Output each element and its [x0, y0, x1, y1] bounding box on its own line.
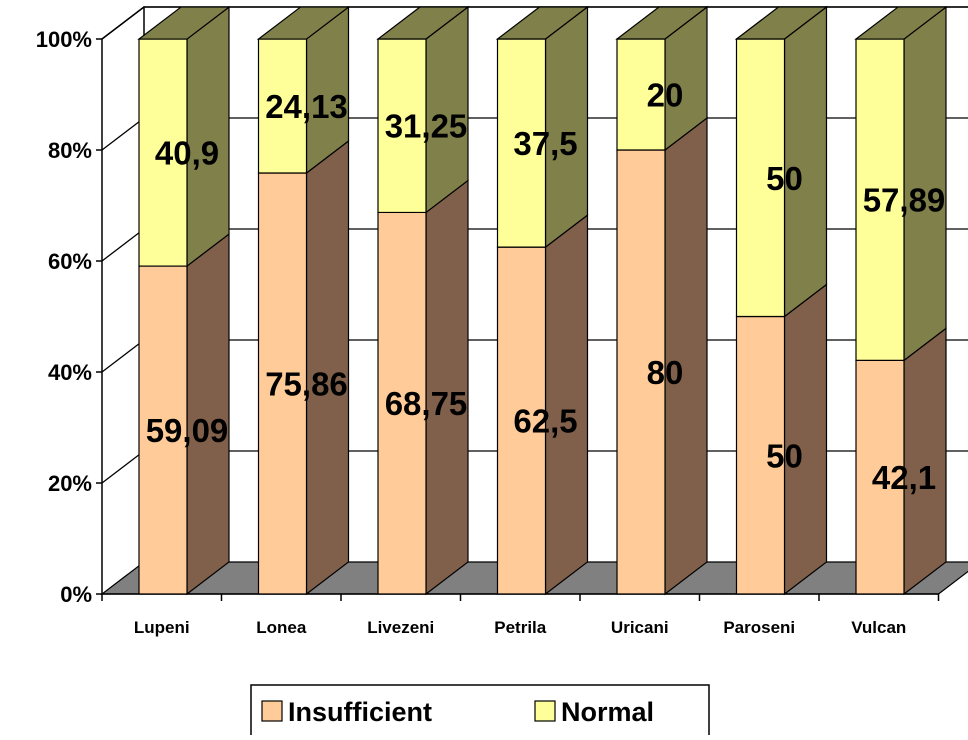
data-labels: 59,09 40,9 75,86 24,13 68,75 31,25 62,5 37,5 80 2…	[146, 77, 946, 497]
data-label: 37,5	[513, 125, 577, 162]
data-label: 42,1	[872, 459, 936, 496]
legend-label: Normal	[561, 697, 654, 727]
y-tick-label: 20%	[48, 471, 92, 496]
data-label: 31,25	[385, 108, 468, 145]
data-label: 20	[647, 77, 684, 114]
data-label: 57,89	[863, 182, 946, 219]
x-tick-label: Paroseni	[723, 618, 795, 637]
bar-top	[495, 6, 590, 40]
data-label: 80	[647, 354, 684, 391]
x-tick-label: Lupeni	[134, 618, 190, 637]
y-tick-label: 100%	[36, 27, 92, 52]
data-label: 40,9	[155, 135, 219, 172]
y-tick-label: 60%	[48, 249, 92, 274]
bar-top	[734, 6, 829, 40]
bar-top	[376, 6, 470, 40]
bar-top	[615, 6, 709, 40]
x-tick-label: Livezeni	[367, 618, 434, 637]
data-label: 50	[766, 437, 803, 474]
legend-label: Insufficient	[288, 697, 432, 727]
x-tick-label: Petrila	[494, 618, 547, 637]
y-tick-label: 80%	[48, 138, 92, 163]
data-label: 75,86	[265, 365, 348, 402]
x-tick-label: Vulcan	[851, 618, 906, 637]
legend-swatch-insufficient	[261, 700, 283, 722]
data-label: 62,5	[513, 403, 577, 440]
y-tick-label: 40%	[48, 360, 92, 385]
bar-top	[256, 6, 351, 40]
data-label: 68,75	[385, 385, 468, 422]
x-tick-label: Lonea	[256, 618, 307, 637]
bars	[137, 5, 948, 596]
y-tick-label: 0%	[60, 582, 92, 607]
bar-top	[854, 6, 948, 40]
data-label: 59,09	[146, 412, 229, 449]
data-label: 24,13	[265, 88, 348, 125]
legend: Insufficient Normal	[250, 684, 710, 738]
axes: 0% 20% 40% 60% 80% 100% Lupeni Lonea Livezeni Pet…	[36, 27, 940, 637]
x-tick-label: Uricani	[611, 618, 669, 637]
bar-top	[137, 6, 231, 40]
data-label: 50	[766, 160, 803, 197]
legend-swatch-normal	[534, 700, 556, 722]
